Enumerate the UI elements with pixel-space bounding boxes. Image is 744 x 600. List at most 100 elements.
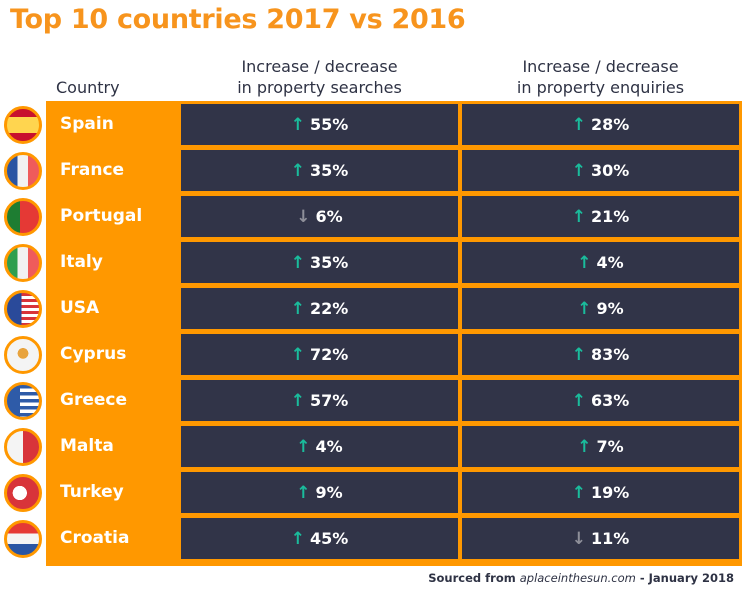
enquiries-cell: ↑ 30%	[462, 150, 739, 191]
usa-flag-icon	[4, 290, 42, 328]
header-searches: Increase / decrease in property searches	[181, 56, 458, 98]
spain-flag-icon	[4, 106, 42, 144]
arrow-up-icon: ↑	[290, 528, 305, 549]
table-row: Greece ↑ 57% ↑ 63%	[0, 377, 744, 423]
header-enquiries-line1: Increase / decrease	[522, 57, 679, 76]
table-row: Portugal ↓ 6% ↑ 21%	[0, 193, 744, 239]
searches-cell: ↑ 35%	[181, 150, 458, 191]
enquiries-value: 9%	[596, 299, 624, 318]
country-name: Spain	[60, 114, 114, 134]
arrow-up-icon: ↑	[296, 436, 311, 457]
header-searches-line2: in property searches	[237, 78, 402, 97]
portugal-flag-icon	[4, 198, 42, 236]
country-name: USA	[60, 298, 100, 318]
france-flag-icon	[4, 152, 42, 190]
enquiries-cell: ↑ 7%	[462, 426, 739, 467]
searches-cell: ↑ 45%	[181, 518, 458, 559]
cyprus-flag-icon	[4, 336, 42, 374]
table-row: Cyprus ↑ 72% ↑ 83%	[0, 331, 744, 377]
country-name: France	[60, 160, 125, 180]
arrow-up-icon: ↑	[296, 482, 311, 503]
header-enquiries-line2: in property enquiries	[516, 78, 685, 97]
enquiries-cell: ↑ 83%	[462, 334, 739, 375]
enquiries-value: 30%	[590, 161, 630, 180]
arrow-up-icon: ↑	[571, 482, 586, 503]
arrow-up-icon: ↑	[571, 390, 586, 411]
enquiries-cell: ↓ 11%	[462, 518, 739, 559]
greece-flag-icon	[4, 382, 42, 420]
country-name: Croatia	[60, 528, 130, 548]
searches-cell: ↑ 57%	[181, 380, 458, 421]
arrow-up-icon: ↑	[290, 160, 305, 181]
source-prefix: Sourced from	[428, 571, 520, 585]
country-name: Cyprus	[60, 344, 127, 364]
searches-cell: ↓ 6%	[181, 196, 458, 237]
malta-flag-icon	[4, 428, 42, 466]
searches-cell: ↑ 55%	[181, 104, 458, 145]
searches-value: 57%	[309, 391, 349, 410]
enquiries-value: 63%	[590, 391, 630, 410]
searches-value: 35%	[309, 253, 349, 272]
country-name: Malta	[60, 436, 114, 456]
source-note: Sourced from aplaceinthesun.com - Januar…	[428, 571, 734, 585]
country-name: Greece	[60, 390, 128, 410]
country-name: Turkey	[60, 482, 124, 502]
croatia-flag-icon	[4, 520, 42, 558]
searches-value: 4%	[315, 437, 343, 456]
searches-value: 72%	[309, 345, 349, 364]
enquiries-value: 7%	[596, 437, 624, 456]
arrow-up-icon: ↑	[577, 298, 592, 319]
header-searches-line1: Increase / decrease	[241, 57, 398, 76]
arrow-down-icon: ↓	[571, 528, 586, 549]
searches-cell: ↑ 22%	[181, 288, 458, 329]
page-title: Top 10 countries 2017 vs 2016	[10, 4, 466, 35]
searches-value: 35%	[309, 161, 349, 180]
enquiries-value: 28%	[590, 115, 630, 134]
table-row: France ↑ 35% ↑ 30%	[0, 147, 744, 193]
enquiries-value: 4%	[596, 253, 624, 272]
table-row: Turkey ↑ 9% ↑ 19%	[0, 469, 744, 515]
arrow-up-icon: ↑	[571, 160, 586, 181]
searches-cell: ↑ 72%	[181, 334, 458, 375]
enquiries-cell: ↑ 19%	[462, 472, 739, 513]
arrow-up-icon: ↑	[290, 298, 305, 319]
enquiries-value: 19%	[590, 483, 630, 502]
country-name: Italy	[60, 252, 103, 272]
searches-cell: ↑ 4%	[181, 426, 458, 467]
searches-value: 45%	[309, 529, 349, 548]
table-row: Spain ↑ 55% ↑ 28%	[0, 101, 744, 147]
arrow-up-icon: ↑	[290, 344, 305, 365]
arrow-up-icon: ↑	[577, 436, 592, 457]
enquiries-cell: ↑ 21%	[462, 196, 739, 237]
searches-value: 6%	[315, 207, 343, 226]
arrow-down-icon: ↓	[296, 206, 311, 227]
searches-cell: ↑ 9%	[181, 472, 458, 513]
arrow-up-icon: ↑	[577, 252, 592, 273]
table-row: Malta ↑ 4% ↑ 7%	[0, 423, 744, 469]
source-suffix: - January 2018	[635, 571, 734, 585]
table-row: USA ↑ 22% ↑ 9%	[0, 285, 744, 331]
enquiries-value: 83%	[590, 345, 630, 364]
arrow-up-icon: ↑	[290, 390, 305, 411]
arrow-up-icon: ↑	[290, 114, 305, 135]
enquiries-cell: ↑ 63%	[462, 380, 739, 421]
table-row: Italy ↑ 35% ↑ 4%	[0, 239, 744, 285]
searches-value: 55%	[309, 115, 349, 134]
italy-flag-icon	[4, 244, 42, 282]
enquiries-value: 21%	[590, 207, 630, 226]
table-row: Croatia ↑ 45% ↓ 11%	[0, 515, 744, 561]
country-column-bg	[46, 101, 182, 566]
arrow-up-icon: ↑	[571, 206, 586, 227]
header-enquiries: Increase / decrease in property enquirie…	[462, 56, 739, 98]
header-country: Country	[56, 78, 120, 97]
enquiries-cell: ↑ 4%	[462, 242, 739, 283]
source-site: aplaceinthesun.com	[519, 571, 636, 585]
enquiries-cell: ↑ 9%	[462, 288, 739, 329]
arrow-up-icon: ↑	[290, 252, 305, 273]
arrow-up-icon: ↑	[571, 344, 586, 365]
enquiries-cell: ↑ 28%	[462, 104, 739, 145]
enquiries-value: 11%	[590, 529, 630, 548]
arrow-up-icon: ↑	[571, 114, 586, 135]
turkey-flag-icon	[4, 474, 42, 512]
